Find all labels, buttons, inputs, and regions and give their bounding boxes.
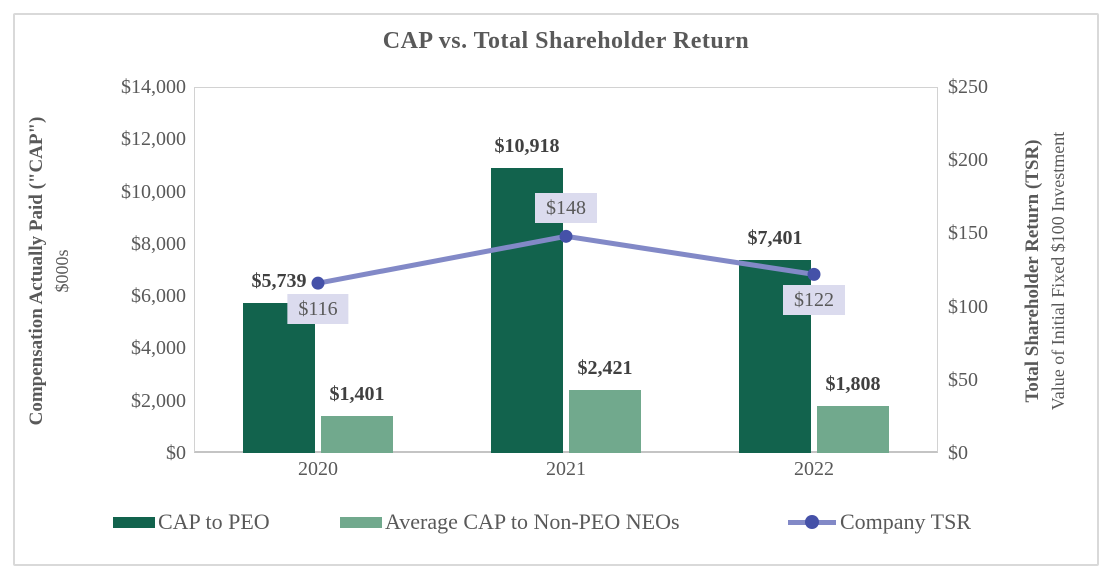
right-axis-tick: $0 (948, 442, 968, 464)
right-axis-title: Total Shareholder Return (TSR) Value of … (1019, 81, 1073, 461)
right-axis-tick: $50 (948, 368, 978, 391)
bar-value-label-average-cap-to-non-peo-neos-2021: $2,421 (577, 356, 633, 379)
legend-swatch-cap-to-peo (113, 516, 155, 528)
left-axis-tick: $8,000 (131, 232, 186, 255)
legend-item-company-tsr: Company TSR (788, 507, 971, 537)
right-axis-tick: $250 (948, 76, 988, 98)
bar-cap-to-peo-2020 (243, 302, 315, 453)
right-axis-title-main: Total Shareholder Return (TSR) (1022, 139, 1043, 403)
bar-value-label-cap-to-peo-2021: $10,918 (494, 134, 560, 157)
right-axis-tick: $200 (948, 149, 988, 172)
bar-average-cap-to-non-peo-neos-2022 (817, 405, 889, 453)
bar-value-label-average-cap-to-non-peo-neos-2020: $1,401 (329, 383, 385, 406)
bar-value-label-average-cap-to-non-peo-neos-2022: $1,808 (825, 372, 881, 395)
left-axis-tick: $12,000 (121, 128, 186, 151)
left-axis-tick: $6,000 (131, 285, 186, 308)
tsr-value-label-2021: $148 (535, 193, 597, 224)
left-axis-tick: $14,000 (121, 76, 186, 98)
chart-title: CAP vs. Total Shareholder Return (382, 28, 750, 54)
legend-label-avg-cap-neo: Average CAP to Non-PEO NEOs (385, 509, 680, 534)
right-axis-title-sub: Value of Initial Fixed $100 Investment (1048, 131, 1068, 411)
bar-value-label-cap-to-peo-2022: $7,401 (747, 226, 803, 249)
left-axis-tick: $4,000 (131, 337, 186, 360)
left-axis-tick: $10,000 (121, 180, 186, 203)
bar-value-label-cap-to-peo-2020: $5,739 (251, 269, 307, 292)
tsr-value-label-2022: $122 (783, 285, 845, 316)
left-axis-title-main: Compensation Actually Paid ("CAP") (26, 116, 47, 426)
x-axis-label-2021: 2021 (546, 458, 586, 480)
x-axis-label-2022: 2022 (794, 458, 834, 480)
right-axis-tick: $150 (948, 222, 988, 245)
left-axis-tick: $0 (166, 442, 186, 464)
x-axis-label-2020: 2020 (298, 458, 338, 480)
left-axis-tick: $2,000 (131, 389, 186, 412)
legend-tsr-marker-icon (805, 515, 819, 529)
tsr-value-label-2020: $116 (287, 294, 349, 325)
bar-average-cap-to-non-peo-neos-2020 (321, 416, 393, 453)
legend-swatch-company-tsr (788, 515, 836, 529)
bar-average-cap-to-non-peo-neos-2021 (569, 389, 641, 453)
right-axis-tick: $100 (948, 295, 988, 318)
legend-item-cap-to-peo: CAP to PEO (113, 507, 270, 537)
legend-label-cap-to-peo: CAP to PEO (158, 509, 270, 534)
legend-label-company-tsr: Company TSR (840, 509, 972, 534)
legend-swatch-avg-cap-neo (340, 516, 382, 528)
legend-item-avg-cap-neo: Average CAP to Non-PEO NEOs (340, 507, 680, 537)
left-axis-title-sub: $000s (52, 249, 72, 293)
left-axis-title: Compensation Actually Paid ("CAP") $000s (23, 81, 77, 461)
